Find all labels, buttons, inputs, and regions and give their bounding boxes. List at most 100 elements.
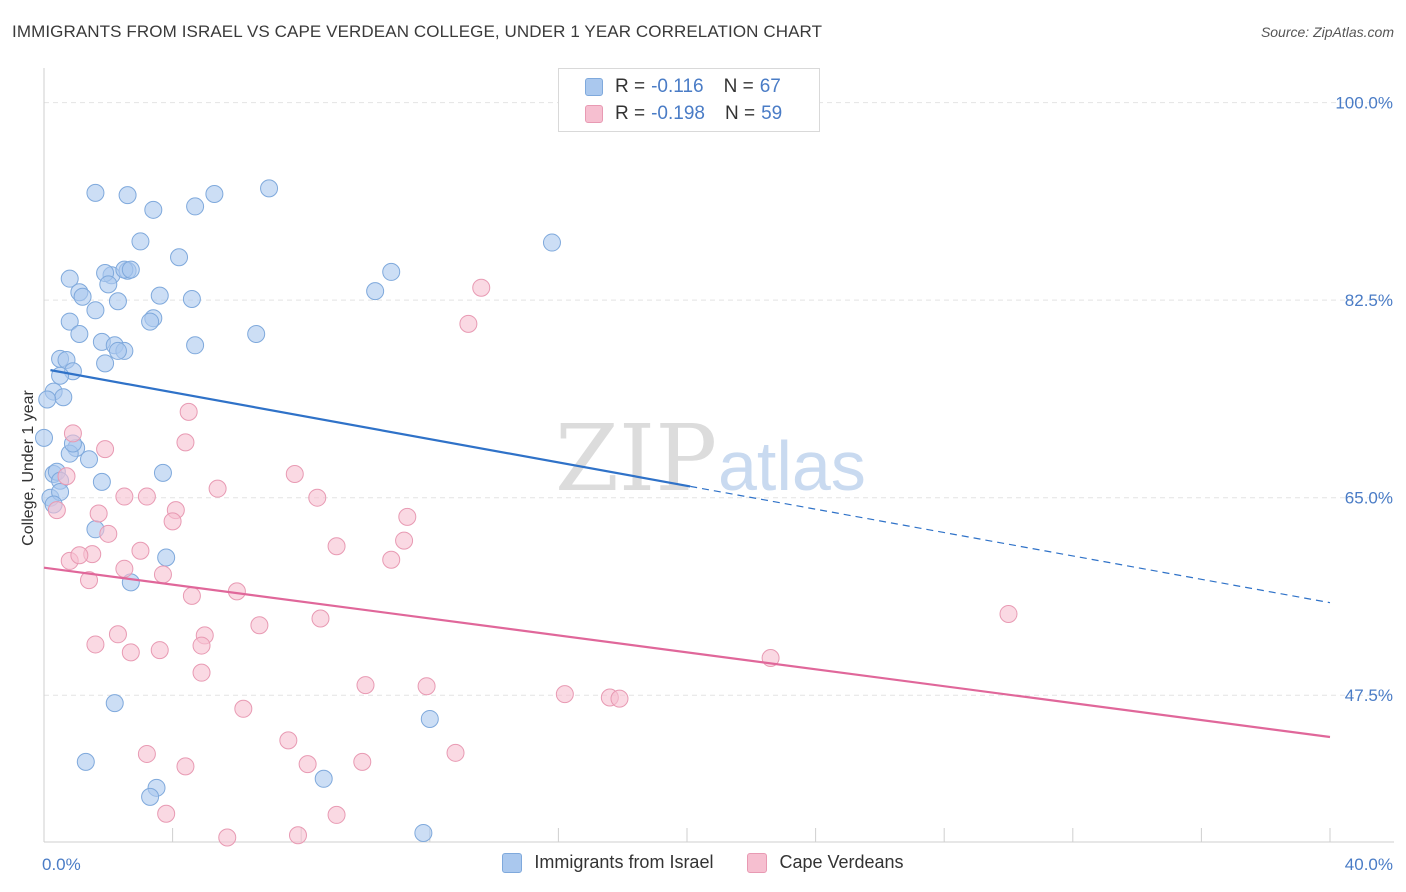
- cape-verdean-point-50: [176, 757, 195, 776]
- cape-verdean-point-12: [398, 507, 417, 526]
- israel-point-17: [150, 286, 169, 305]
- cape-verdean-point-26: [115, 559, 134, 578]
- cape-verdean-point-9: [115, 487, 134, 506]
- israel-point-31: [186, 336, 205, 355]
- cape-verdean-point-27: [153, 565, 172, 584]
- stats-row-israel: R = -0.116 N = 67: [585, 76, 781, 98]
- israel-point-45: [80, 450, 99, 469]
- cape-verdean-point-56: [288, 826, 307, 845]
- cape-verdean-point-17: [99, 524, 118, 543]
- cape-verdean-point-51: [298, 755, 317, 774]
- cape-verdean-point-18: [327, 537, 346, 556]
- trend-line-cape-verdean: [43, 566, 1331, 739]
- cape-verdean-point-7: [285, 464, 304, 483]
- cape-verdean-point-14: [89, 504, 108, 523]
- israel-point-16: [99, 275, 118, 294]
- legend-swatch-cape-verdean: [585, 105, 603, 123]
- israel-point-51: [153, 463, 172, 482]
- cape-verdean-point-0: [472, 278, 491, 297]
- cape-verdean-point-2: [179, 402, 198, 421]
- legend-swatch-cape-verdean: [747, 852, 768, 873]
- israel-point-14: [121, 260, 140, 279]
- israel-point-18: [73, 287, 92, 306]
- cape-verdean-point-34: [999, 604, 1018, 623]
- cape-verdean-point-54: [327, 805, 346, 824]
- israel-point-56: [157, 548, 176, 567]
- legend-label-israel: Immigrants from Israel: [534, 852, 714, 872]
- cape-verdean-point-38: [121, 643, 140, 662]
- cape-verdean-point-42: [417, 677, 436, 696]
- cape-verdean-point-16: [163, 512, 182, 531]
- legend-item-israel[interactable]: Immigrants from Israel: [502, 852, 713, 873]
- trend-line-israel-dashed: [690, 485, 1331, 604]
- y-tick-label-1: 65.0%: [1345, 489, 1393, 508]
- stats-row-cape-verdean: R = -0.198 N = 59: [585, 103, 782, 125]
- israel-point-40: [54, 388, 73, 407]
- cape-verdean-point-10: [137, 487, 156, 506]
- cape-verdean-point-40: [192, 663, 211, 682]
- cape-verdean-point-45: [610, 689, 629, 708]
- cape-verdean-point-19: [395, 531, 414, 550]
- israel-point-12: [60, 269, 79, 288]
- r-label: R =: [615, 76, 646, 97]
- legend-swatch-israel: [585, 78, 603, 96]
- n-value: 59: [761, 103, 783, 124]
- cape-verdean-point-5: [96, 440, 115, 459]
- r-value: -0.198: [651, 103, 705, 124]
- x-tick-labels: 0.0% 40.0%: [42, 855, 1393, 874]
- y-tick-label-0: 47.5%: [1345, 686, 1393, 705]
- cape-verdean-point-30: [311, 609, 330, 628]
- israel-point-5: [260, 179, 279, 198]
- israel-point-21: [86, 301, 105, 320]
- legend-item-cape-verdean[interactable]: Cape Verdeans: [747, 852, 904, 873]
- israel-point-8: [170, 248, 189, 267]
- israel-point-42: [35, 428, 53, 447]
- gridlines: [44, 102, 1394, 696]
- cape-verdean-point-25: [80, 571, 99, 590]
- cape-verdean-point-24: [382, 550, 401, 569]
- cape-verdean-point-11: [308, 488, 327, 507]
- n-value: 67: [759, 76, 781, 97]
- r-label: R =: [615, 103, 646, 124]
- israel-point-20: [108, 292, 127, 311]
- cape-verdean-point-32: [108, 625, 127, 644]
- cape-verdean-point-35: [86, 635, 105, 654]
- israel-point-33: [108, 341, 127, 360]
- cape-verdean-point-55: [218, 828, 237, 847]
- israel-point-27: [247, 325, 266, 343]
- cape-verdean-point-49: [137, 744, 156, 763]
- n-label: N =: [723, 76, 754, 97]
- x-tick-label-0: 0.0%: [42, 855, 81, 874]
- series-legend: Immigrants from Israel Cape Verdeans: [0, 852, 1406, 873]
- israel-point-3: [186, 197, 205, 216]
- cape-verdean-point-31: [250, 616, 269, 635]
- series-israel-points: [35, 179, 561, 842]
- chart-title: IMMIGRANTS FROM ISRAEL VS CAPE VERDEAN C…: [12, 22, 823, 41]
- cape-verdean-point-36: [150, 641, 169, 660]
- cape-verdean-point-37: [192, 636, 211, 655]
- israel-point-50: [92, 472, 111, 491]
- cape-verdean-point-52: [353, 752, 372, 771]
- x-tick-label-1: 40.0%: [1345, 855, 1393, 874]
- watermark-zip: ZIP: [555, 405, 717, 512]
- cape-verdean-point-46: [234, 699, 253, 718]
- y-tick-label-3: 100.0%: [1335, 94, 1393, 113]
- israel-point-22: [60, 312, 79, 331]
- israel-point-7: [131, 232, 150, 251]
- legend-swatch-israel: [502, 852, 523, 873]
- cape-verdean-point-47: [279, 731, 298, 750]
- legend-label-cape-verdean: Cape Verdeans: [779, 852, 904, 872]
- israel-point-58: [105, 694, 124, 713]
- israel-point-29: [366, 282, 385, 301]
- cape-verdean-point-29: [182, 586, 201, 605]
- israel-point-60: [76, 752, 95, 771]
- cape-verdean-point-6: [57, 467, 76, 486]
- y-axis-label: College, Under 1 year: [20, 390, 37, 546]
- cape-verdean-point-13: [47, 501, 66, 520]
- stats-legend: R = -0.116 N = 67 R = -0.198 N = 59: [558, 68, 820, 132]
- israel-point-62: [141, 787, 160, 806]
- watermark-atlas: atlas: [718, 427, 866, 505]
- cape-verdean-point-1: [459, 314, 478, 333]
- israel-point-64: [414, 823, 433, 842]
